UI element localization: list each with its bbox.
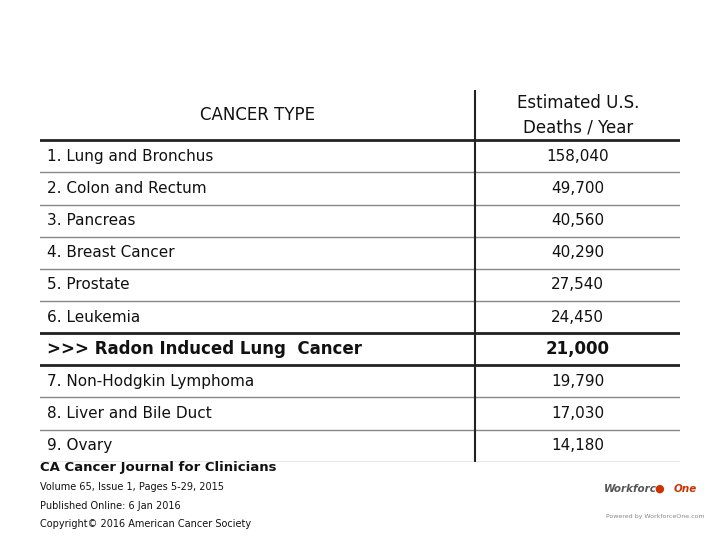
Bar <box>40 140 680 172</box>
Text: 8. Liver and Bile Duct: 8. Liver and Bile Duct <box>48 406 212 421</box>
Text: ●: ● <box>654 484 664 494</box>
Bar <box>40 365 680 397</box>
Bar <box>40 397 680 429</box>
Text: 21,000: 21,000 <box>546 340 610 358</box>
Text: 5. Prostate: 5. Prostate <box>48 278 130 293</box>
Text: 40,290: 40,290 <box>552 245 604 260</box>
Text: 14,180: 14,180 <box>552 438 604 453</box>
Text: 49,700: 49,700 <box>552 181 604 196</box>
Text: Cancer Mortality - 2015: Cancer Mortality - 2015 <box>176 31 544 59</box>
Text: Estimated U.S.
Deaths / Year: Estimated U.S. Deaths / Year <box>517 94 639 137</box>
Text: 7. Non-Hodgkin Lymphoma: 7. Non-Hodgkin Lymphoma <box>48 374 255 389</box>
Text: Volume 65, Issue 1, Pages 5-29, 2015: Volume 65, Issue 1, Pages 5-29, 2015 <box>40 482 224 492</box>
Text: 17,030: 17,030 <box>552 406 604 421</box>
Bar <box>40 172 680 205</box>
Text: CA Cancer Journal for Clinicians: CA Cancer Journal for Clinicians <box>40 462 276 475</box>
Text: Powered by WorkforceOne.com: Powered by WorkforceOne.com <box>606 514 704 519</box>
Text: 4. Breast Cancer: 4. Breast Cancer <box>48 245 175 260</box>
Text: 40,560: 40,560 <box>552 213 604 228</box>
Text: >>> Radon Induced Lung  Cancer: >>> Radon Induced Lung Cancer <box>48 340 362 358</box>
Bar <box>40 301 680 333</box>
Text: 1. Lung and Bronchus: 1. Lung and Bronchus <box>48 149 214 164</box>
Bar <box>40 269 680 301</box>
Bar <box>40 333 680 365</box>
Text: One: One <box>673 484 696 494</box>
Text: 3. Pancreas: 3. Pancreas <box>48 213 136 228</box>
Text: 19,790: 19,790 <box>552 374 605 389</box>
Text: Copyright© 2016 American Cancer Society: Copyright© 2016 American Cancer Society <box>40 519 251 529</box>
Text: 6. Leukemia: 6. Leukemia <box>48 309 140 325</box>
Text: 2. Colon and Rectum: 2. Colon and Rectum <box>48 181 207 196</box>
Text: Published Online: 6 Jan 2016: Published Online: 6 Jan 2016 <box>40 501 180 510</box>
Bar <box>40 90 680 140</box>
Text: Workforce: Workforce <box>603 484 664 494</box>
Text: 27,540: 27,540 <box>552 278 604 293</box>
Text: 9. Ovary: 9. Ovary <box>48 438 112 453</box>
Bar <box>40 205 680 237</box>
Bar <box>40 237 680 269</box>
Bar <box>40 429 680 462</box>
Text: 24,450: 24,450 <box>552 309 604 325</box>
Text: 158,040: 158,040 <box>546 149 609 164</box>
Text: CANCER TYPE: CANCER TYPE <box>200 106 315 124</box>
